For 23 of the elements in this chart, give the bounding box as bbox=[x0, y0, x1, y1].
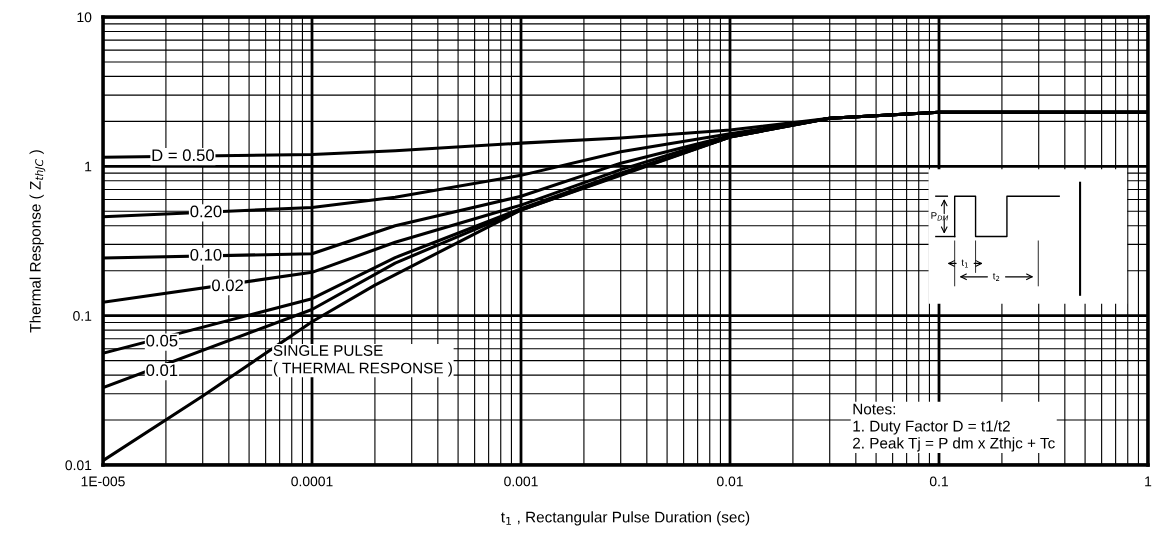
y-tick-label: 0.1 bbox=[73, 311, 92, 321]
annotation: Notes: 1. Duty Factor D = t1/t2 2. Peak Tj = P dm x Zthjc + Tc bbox=[853, 403, 1055, 452]
y-tick-label: 1 bbox=[85, 161, 92, 172]
x-tick-label: 1 bbox=[1145, 476, 1152, 487]
annotation: t$_{1}$ bbox=[961, 259, 968, 268]
x-tick-label: 0.01 bbox=[717, 476, 743, 487]
y-axis-title: Thermal Response ( Z$_{thJC}$ ) bbox=[29, 150, 46, 333]
x-tick-label: 0.1 bbox=[929, 476, 948, 487]
y-tick-label: 0.01 bbox=[65, 460, 92, 471]
annotation: t$_{2}$ bbox=[992, 273, 1000, 281]
series-label: 0.10 bbox=[190, 248, 222, 261]
annotation: P$_{DM}$ bbox=[931, 212, 949, 221]
series-label: 0.20 bbox=[190, 205, 222, 218]
x-tick-label: 1E-005 bbox=[81, 476, 125, 487]
y-tick-label: 10 bbox=[77, 12, 92, 23]
series-label: 0.05 bbox=[146, 334, 178, 347]
series-label: 0.02 bbox=[212, 279, 243, 292]
x-axis-title: t$_{1}$ , Rectangular Pulse Duration (sec) bbox=[500, 511, 750, 526]
series-label: D = 0.50 bbox=[152, 149, 214, 162]
x-tick-label: 0.001 bbox=[504, 476, 538, 487]
series-label: 0.01 bbox=[146, 364, 178, 377]
x-tick-label: 0.0001 bbox=[291, 476, 333, 487]
series-label: SINGLE PULSE ( THERMAL RESPONSE ) bbox=[273, 345, 452, 377]
